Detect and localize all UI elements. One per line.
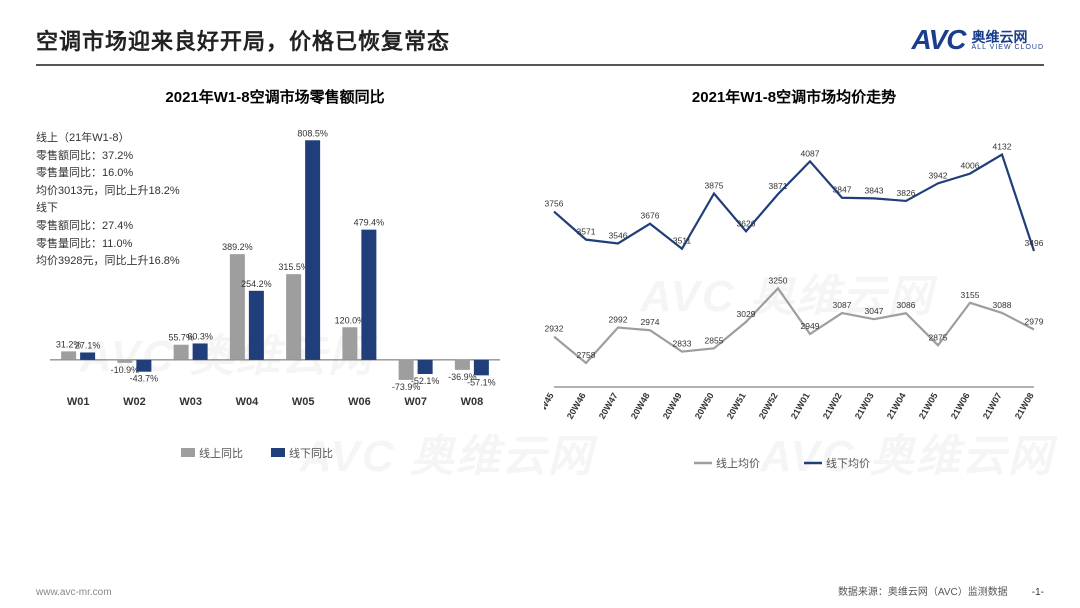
svg-text:-43.7%: -43.7% [130,374,159,384]
svg-text:2758: 2758 [577,350,596,360]
svg-text:2974: 2974 [641,317,660,327]
slide: AVC 奥维云网 AVC 奥维云网 AVC 奥维云网 AVC 奥维云网 空调市场… [0,0,1080,608]
svg-text:21W07: 21W07 [981,391,1004,421]
svg-text:3088: 3088 [993,300,1012,310]
svg-text:3086: 3086 [897,300,916,310]
bar-chart-title: 2021年W1-8空调市场零售额同比 [36,86,514,107]
svg-text:-57.1%: -57.1% [467,377,496,387]
svg-text:3676: 3676 [641,211,660,221]
svg-text:60.3%: 60.3% [187,331,213,341]
svg-text:20W49: 20W49 [661,391,684,421]
svg-text:2833: 2833 [673,339,692,349]
svg-text:21W05: 21W05 [917,391,940,421]
content-row: 2021年W1-8空调市场零售额同比 线上（21年W1-8）零售额同比：37.2… [36,86,1044,546]
svg-text:389.2%: 389.2% [222,242,253,252]
svg-text:3826: 3826 [897,188,916,198]
svg-text:W05: W05 [292,396,315,408]
svg-text:3571: 3571 [577,227,596,237]
svg-text:27.1%: 27.1% [75,340,101,350]
svg-text:20W45: 20W45 [544,391,556,421]
svg-text:20W50: 20W50 [693,391,716,421]
svg-text:120.0%: 120.0% [335,315,366,325]
svg-text:2875: 2875 [929,332,948,342]
svg-text:3847: 3847 [833,185,852,195]
svg-text:3875: 3875 [705,181,724,191]
logo: AVC 奥维云网 ALL VIEW CLOUD [911,24,1044,56]
svg-text:808.5%: 808.5% [297,128,328,138]
svg-text:W02: W02 [123,396,146,408]
line-chart: 2932 2758 2992 2974 2833 2855 3029 3250 2949 3087… [544,119,1044,509]
svg-text:2979: 2979 [1025,316,1044,326]
svg-text:W04: W04 [236,396,260,408]
svg-text:2855: 2855 [705,335,724,345]
svg-text:3496: 3496 [1025,238,1044,248]
line-chart-panel: 2021年W1-8空调市场均价走势 2932 2758 2992 2974 2833 28… [544,86,1044,546]
svg-text:20W48: 20W48 [629,391,652,421]
svg-text:21W04: 21W04 [885,391,908,421]
page-title: 空调市场迎来良好开局，价格已恢复常态 [36,24,450,56]
svg-text:W03: W03 [179,396,202,408]
svg-text:2932: 2932 [545,324,564,334]
svg-text:线上均价: 线上均价 [716,456,760,470]
svg-text:线下均价: 线下均价 [826,456,870,470]
svg-text:4132: 4132 [993,141,1012,151]
svg-text:3942: 3942 [929,170,948,180]
header: 空调市场迎来良好开局，价格已恢复常态 AVC 奥维云网 ALL VIEW CLO… [36,24,1044,66]
svg-text:3250: 3250 [769,275,788,285]
svg-text:254.2%: 254.2% [241,279,272,289]
svg-text:3546: 3546 [609,230,628,240]
svg-text:21W03: 21W03 [853,391,876,421]
svg-text:2992: 2992 [609,315,628,325]
svg-text:20W47: 20W47 [597,391,620,421]
svg-text:W06: W06 [348,396,371,408]
logo-en: ALL VIEW CLOUD [972,44,1044,51]
svg-text:21W06: 21W06 [949,391,972,421]
svg-text:3511: 3511 [673,236,692,246]
footer-source: 数据来源：奥维云网（AVC）监测数据 [838,583,1008,598]
svg-text:3155: 3155 [961,290,980,300]
svg-text:W07: W07 [404,396,427,408]
svg-text:3029: 3029 [737,309,756,319]
svg-text:20W51: 20W51 [725,391,748,421]
svg-text:3756: 3756 [545,199,564,209]
svg-text:21W02: 21W02 [821,391,844,421]
svg-text:479.4%: 479.4% [354,218,385,228]
svg-text:W01: W01 [67,396,90,408]
svg-text:3871: 3871 [769,181,788,191]
svg-text:4006: 4006 [961,161,980,171]
footer: www.avc-mr.com 数据来源：奥维云网（AVC）监测数据 -1- [36,583,1044,598]
svg-text:W08: W08 [461,396,484,408]
summary-text: 线上（21年W1-8）零售额同比：37.2%零售量同比：16.0%均价3013元… [36,130,180,271]
footer-page: -1- [1032,587,1044,598]
logo-abbr: AVC [911,24,965,56]
logo-cn: 奥维云网 [972,30,1044,44]
svg-text:21W08: 21W08 [1013,391,1036,421]
svg-text:3047: 3047 [865,306,884,316]
svg-text:315.5%: 315.5% [278,262,309,272]
line-chart-title: 2021年W1-8空调市场均价走势 [544,86,1044,107]
svg-text:-52.1%: -52.1% [411,376,440,386]
svg-text:20W46: 20W46 [565,391,588,421]
svg-text:21W01: 21W01 [789,391,812,421]
bar-chart-panel: 2021年W1-8空调市场零售额同比 线上（21年W1-8）零售额同比：37.2… [36,86,514,546]
svg-text:2949: 2949 [801,321,820,331]
svg-text:20W52: 20W52 [757,391,780,421]
footer-url: www.avc-mr.com [36,587,112,598]
svg-text:线上同比: 线上同比 [199,446,243,460]
svg-text:线下同比: 线下同比 [289,446,333,460]
svg-text:3626: 3626 [737,218,756,228]
svg-text:3087: 3087 [833,300,852,310]
svg-text:4087: 4087 [801,148,820,158]
svg-text:3843: 3843 [865,185,884,195]
